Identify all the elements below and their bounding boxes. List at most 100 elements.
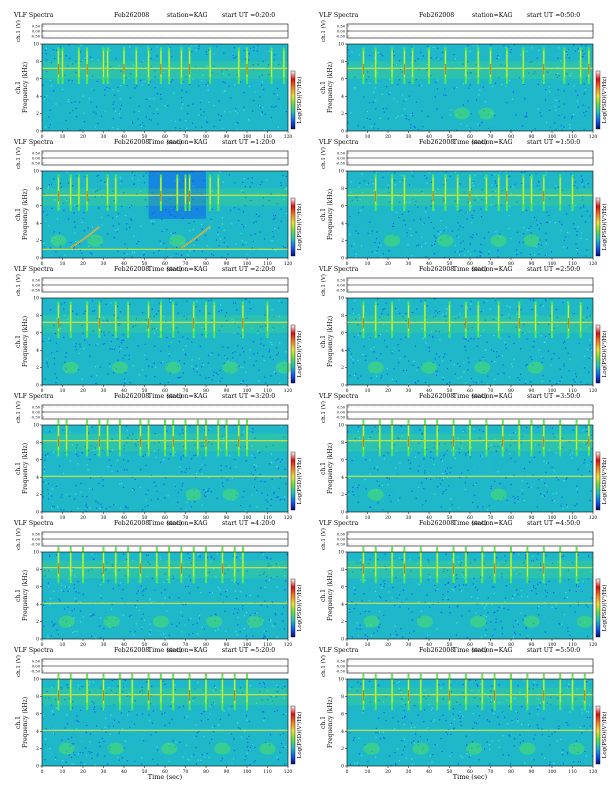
noise-speck [60,327,62,330]
noise-speck [278,63,280,66]
noise-speck [233,47,235,49]
noise-speck [91,59,93,61]
noise-speck [518,171,521,173]
noise-speck [508,336,510,338]
waveform-ylabel: ch.1 (V) [15,20,22,42]
noise-speck [88,252,90,254]
noise-speck [225,467,227,469]
noise-speck [438,127,440,129]
noise-speck [355,256,357,258]
noise-speck [438,327,440,329]
noise-speck [369,464,371,467]
noise-speck [543,460,545,462]
noise-speck [174,487,177,489]
noise-speck [104,342,106,345]
noise-speck [443,315,446,317]
noise-speck [143,182,146,184]
noise-speck [73,101,75,103]
noise-speck [46,59,48,61]
noise-speck [582,56,584,58]
noise-speck [434,240,436,242]
noise-speck [421,110,423,112]
noise-speck [461,472,463,474]
noise-speck [545,121,548,123]
noise-speck [256,506,258,508]
x-tick-label: 30 [101,134,107,140]
noise-speck [138,235,140,237]
noise-speck [428,510,430,512]
noise-speck [389,95,391,97]
noise-speck [528,72,530,74]
noise-speck [182,325,184,328]
noise-speck [102,356,104,358]
noise-speck [366,111,368,113]
noise-speck [510,483,512,485]
noise-speck [551,466,553,469]
noise-speck [423,222,425,224]
noise-speck [199,470,201,472]
noise-speck [269,356,271,358]
noise-speck [520,309,522,311]
noise-speck [89,361,92,363]
noise-speck [435,81,437,83]
noise-speck [374,441,376,443]
noise-speck [175,246,178,248]
y-label-channel: ch.1 [320,335,327,348]
noise-speck [175,440,177,443]
noise-speck [76,453,78,455]
noise-speck [555,74,557,76]
noise-speck [395,450,397,452]
noise-speck [479,429,481,431]
noise-speck [436,57,438,59]
noise-speck [510,51,512,53]
noise-speck [589,98,591,100]
header-title: VLF Spectra [318,266,359,273]
noise-speck [244,96,246,98]
noise-speck [529,253,531,256]
noise-speck [521,182,523,184]
noise-speck [444,256,446,258]
header-station: station=KAG [472,266,513,273]
noise-speck [364,458,366,460]
noise-speck [46,361,48,363]
noise-speck [222,442,224,444]
noise-speck [184,120,187,122]
noise-speck [81,60,83,62]
noise-speck [211,189,213,191]
noise-speck [426,448,428,451]
noise-speck [182,81,184,83]
noise-speck [65,55,67,57]
noise-speck [450,109,452,111]
noise-speck [555,492,557,494]
noise-speck [545,471,547,473]
noise-speck [284,357,286,359]
noise-speck [239,328,241,330]
spectrogram-svg: VLF Spectra Feb262008 station=KAG start UT … [13,139,303,273]
noise-speck [225,311,228,314]
noise-speck [566,73,568,75]
noise-speck [223,90,225,92]
noise-speck [143,59,145,61]
noise-speck [457,250,459,253]
noise-speck [433,209,435,211]
noise-speck [419,429,421,431]
noise-speck [182,445,185,448]
noise-speck [471,66,473,68]
noise-speck [51,488,53,490]
noise-speck [51,90,53,92]
noise-speck [222,346,224,348]
noise-speck [203,224,205,226]
noise-speck [146,358,148,360]
noise-speck [206,448,208,450]
noise-speck [394,219,396,221]
noise-speck [507,176,509,178]
noise-speck [150,66,152,68]
noise-speck [569,449,571,451]
noise-speck [545,89,547,91]
noise-speck [474,483,476,485]
noise-speck [481,381,483,383]
noise-speck [109,186,112,188]
noise-speck [559,504,561,506]
noise-speck [199,374,201,376]
noise-speck [273,491,275,493]
